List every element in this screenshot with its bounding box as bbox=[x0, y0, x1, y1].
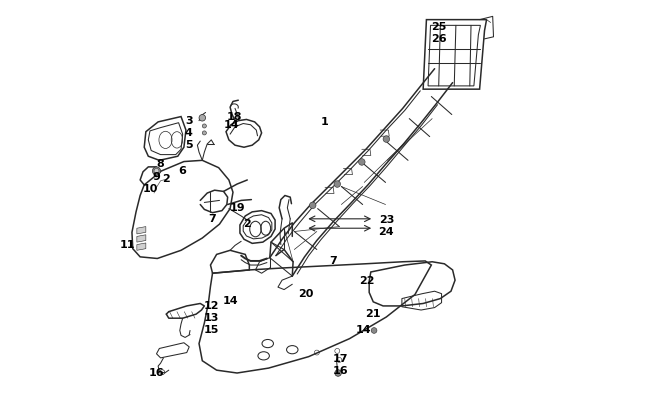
Polygon shape bbox=[137, 227, 146, 234]
Text: 21: 21 bbox=[365, 309, 381, 319]
Circle shape bbox=[359, 159, 365, 165]
Circle shape bbox=[154, 169, 159, 173]
Circle shape bbox=[371, 328, 377, 333]
Text: 3: 3 bbox=[185, 116, 192, 126]
Text: 2: 2 bbox=[243, 219, 251, 229]
Text: 13: 13 bbox=[203, 313, 219, 323]
Text: 25: 25 bbox=[431, 22, 447, 31]
Text: 26: 26 bbox=[431, 34, 447, 44]
Text: 23: 23 bbox=[379, 215, 394, 225]
Circle shape bbox=[383, 136, 389, 142]
Text: 16: 16 bbox=[333, 366, 348, 376]
Text: 12: 12 bbox=[203, 301, 219, 311]
Text: 24: 24 bbox=[378, 227, 394, 237]
Text: 18: 18 bbox=[226, 112, 242, 121]
Circle shape bbox=[335, 370, 341, 376]
Text: 9: 9 bbox=[152, 172, 160, 182]
Circle shape bbox=[152, 167, 161, 175]
Circle shape bbox=[334, 181, 341, 187]
Text: 20: 20 bbox=[298, 289, 313, 299]
Text: 6: 6 bbox=[178, 166, 186, 176]
Text: 19: 19 bbox=[229, 203, 245, 213]
Text: 2: 2 bbox=[162, 174, 170, 184]
Text: 14: 14 bbox=[356, 326, 372, 335]
Text: 10: 10 bbox=[142, 184, 158, 194]
Text: 15: 15 bbox=[203, 326, 219, 335]
Text: 22: 22 bbox=[359, 276, 374, 286]
Text: 8: 8 bbox=[157, 160, 164, 169]
Circle shape bbox=[202, 131, 207, 135]
Text: 16: 16 bbox=[149, 368, 164, 378]
Polygon shape bbox=[137, 243, 146, 250]
Text: 17: 17 bbox=[333, 354, 348, 364]
Text: 1: 1 bbox=[320, 117, 328, 127]
Circle shape bbox=[202, 124, 207, 128]
Circle shape bbox=[199, 115, 205, 121]
Polygon shape bbox=[137, 235, 146, 242]
Text: 5: 5 bbox=[185, 140, 192, 150]
Text: 7: 7 bbox=[330, 256, 337, 266]
Text: 7: 7 bbox=[209, 214, 216, 224]
Text: 4: 4 bbox=[185, 128, 193, 138]
Text: 11: 11 bbox=[120, 240, 136, 249]
Text: 14: 14 bbox=[224, 120, 240, 130]
Text: 14: 14 bbox=[223, 296, 239, 306]
Circle shape bbox=[309, 202, 316, 209]
